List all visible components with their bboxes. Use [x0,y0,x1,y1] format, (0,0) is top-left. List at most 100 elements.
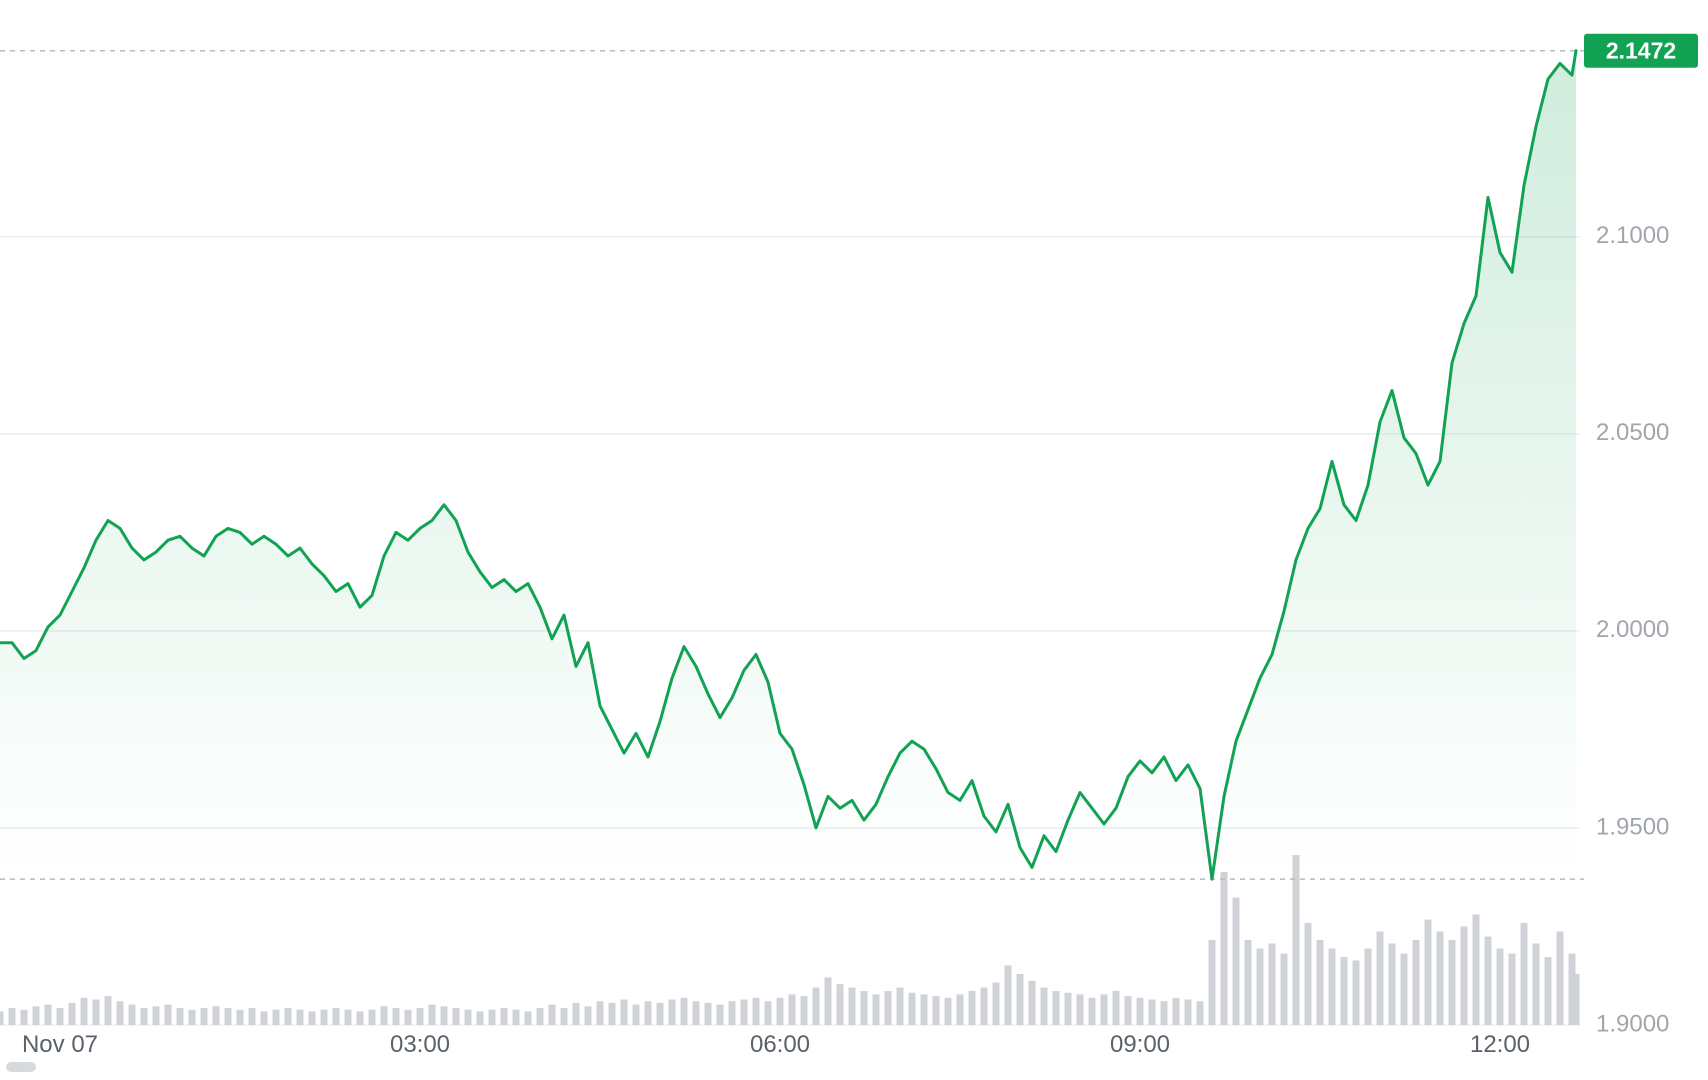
volume-bar [1268,943,1276,1025]
volume-bar [344,1009,352,1025]
volume-bar [596,1001,604,1025]
volume-bar [1568,953,1576,1025]
volume-bar [1496,948,1504,1025]
volume-bar [332,1008,340,1025]
volume-bar [92,999,100,1025]
y-tick-label: 1.9000 [1596,1010,1669,1037]
volume-bar [1572,974,1580,1025]
volume-bar [224,1008,232,1025]
volume-bar [1340,957,1348,1025]
volume-bar [416,1008,424,1025]
volume-bar [716,1004,724,1025]
price-line-layer [0,49,1578,881]
volume-bar [1292,855,1300,1025]
volume-bar [128,1004,136,1025]
price-line [0,49,1578,881]
volume-bar [1184,999,1192,1025]
volume-bar [176,1008,184,1025]
volume-bar [1328,948,1336,1025]
last-price-badge [1584,33,1698,68]
volume-bar [644,1001,652,1025]
volume-bar [68,1002,76,1025]
volume-bar [668,999,676,1025]
volume-bar [1028,980,1036,1025]
volume-bar [1280,953,1288,1025]
volume-bar [1040,987,1048,1025]
volume-bar [104,996,112,1025]
price-area-fill [0,50,1576,1025]
volume-bar [1052,991,1060,1025]
dashed-lines-layer [0,49,1584,880]
volume-bar [464,1009,472,1025]
volume-bar [164,1004,172,1025]
volume-bar [56,1008,64,1025]
last-price-badge-group: 2.1472 [1584,33,1698,68]
volume-bar [1520,923,1528,1025]
volume-bar [1100,994,1108,1025]
volume-bar [980,987,988,1025]
volume-bar [1352,960,1360,1025]
volume-bar [200,1008,208,1025]
volume-bar [392,1008,400,1025]
volume-bar [116,1001,124,1025]
volume-bar [1136,997,1144,1025]
volume-bar [1112,991,1120,1025]
volume-bar [1436,931,1444,1025]
volume-bar [1508,953,1516,1025]
volume-bar [140,1008,148,1025]
volume-bar [1532,943,1540,1025]
volume-bar [800,996,808,1025]
volume-bar [188,1009,196,1025]
volume-bar [1544,957,1552,1025]
volume-bar [1004,965,1012,1025]
volume-bar [1556,931,1564,1025]
volume-bar [1232,897,1240,1025]
volume-bar [0,1011,4,1025]
volume-bar [1448,940,1456,1025]
volume-bar [1304,923,1312,1025]
bottom-left-partial-control[interactable] [6,1062,36,1072]
volume-bar [236,1009,244,1025]
volume-bar [764,1001,772,1025]
volume-bar [860,991,868,1025]
volume-bar [1364,948,1372,1025]
volume-bar [1388,943,1396,1025]
volume-bar [740,999,748,1025]
volume-bar [248,1008,256,1025]
volume-bar [620,999,628,1025]
volume-bar [296,1009,304,1025]
volume-bar [476,1011,484,1025]
volume-bar [8,1008,16,1025]
volume-bar [368,1009,376,1025]
x-axis-labels: Nov 07 03:00 06:00 09:00 12:00 [22,1031,1530,1058]
volume-bar [212,1006,220,1025]
volume-bar [560,1008,568,1025]
volume-bar [260,1011,268,1025]
volume-bar [1160,1001,1168,1025]
volume-bar [1316,940,1324,1025]
volume-bar [608,1002,616,1025]
volume-bar [1220,872,1228,1025]
volume-bar [1472,914,1480,1025]
volume-bar [1076,994,1084,1025]
volume-bar [548,1004,556,1025]
y-axis-labels: 2.1000 2.0500 2.0000 1.9500 1.9000 [1596,222,1669,1037]
volume-bar [404,1009,412,1025]
x-tick-label: Nov 07 [22,1031,98,1058]
volume-bar [728,1001,736,1025]
volume-bar [848,987,856,1025]
volume-bar [992,982,1000,1025]
volume-bars-layer [0,855,1580,1025]
volume-bar [1400,953,1408,1025]
volume-bar [1244,940,1252,1025]
volume-bar [692,1001,700,1025]
y-tick-label: 2.1000 [1596,222,1669,249]
volume-bar [920,994,928,1025]
volume-bar [1460,926,1468,1025]
volume-bar [308,1011,316,1025]
volume-bar [524,1011,532,1025]
volume-bar [1196,1001,1204,1025]
volume-bar [1124,996,1132,1025]
